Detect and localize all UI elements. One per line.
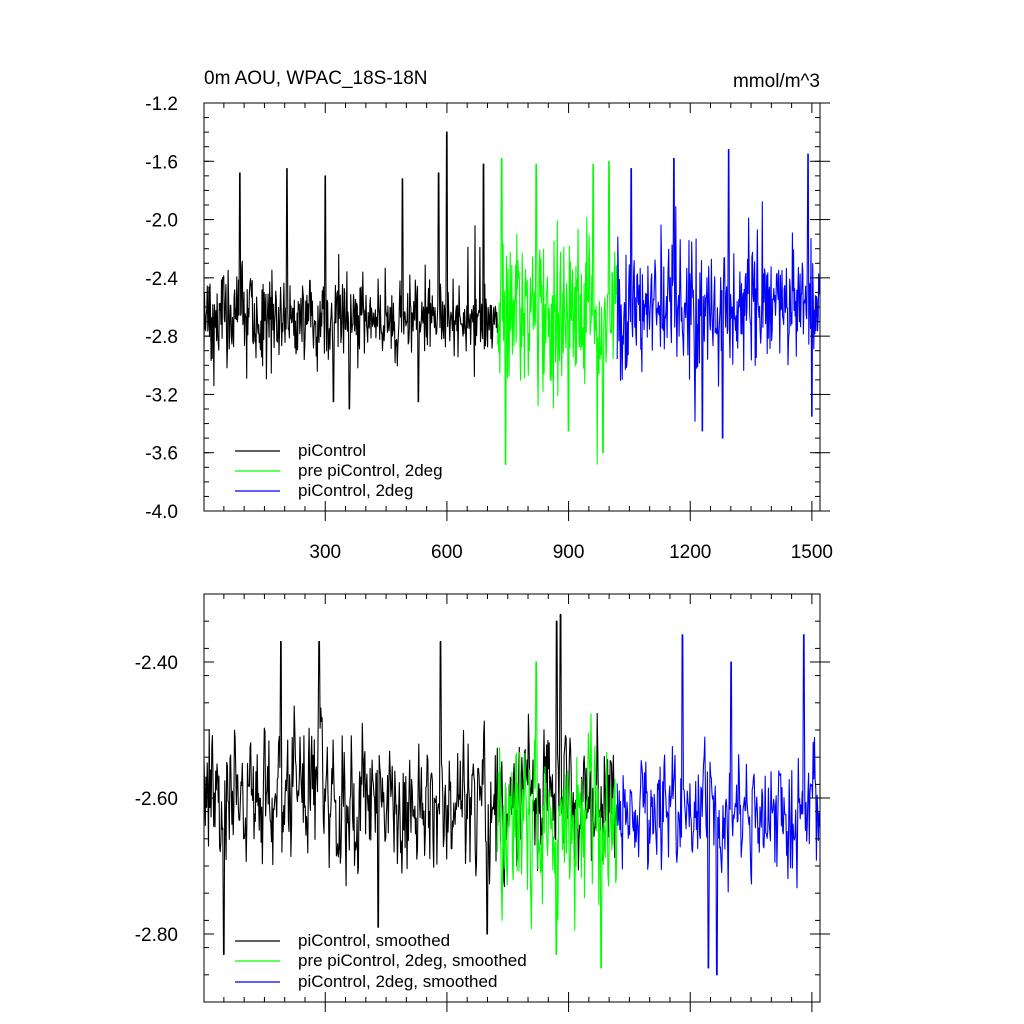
x-tick-label: 1200	[669, 542, 711, 563]
legend-label-picontrol-smoothed: piControl, smoothed	[298, 931, 450, 950]
legend-label-pre-picontrol-2deg: pre piControl, 2deg	[298, 461, 443, 480]
y-tick-label: -2.4	[145, 269, 178, 290]
legend-label-picontrol-2deg: piControl, 2deg	[298, 481, 413, 500]
y-tick-label: -1.2	[145, 94, 178, 115]
x-tick-label: 300	[309, 542, 341, 563]
y-tick-label: -2.0	[145, 211, 178, 232]
y-tick-label: -2.80	[135, 925, 178, 946]
series-line-pre-picontrol-2deg-smoothed	[497, 661, 618, 969]
y-tick-label: -1.6	[145, 152, 178, 173]
top-panel-ticks: 300 600 900 1200 1500 -1.2 -1.6 -2.0 -2.4 -2.8 -3.…	[145, 94, 833, 563]
bottom-panel-series	[203, 613, 821, 976]
series-line-picontrol-smoothed	[203, 613, 618, 955]
series-line-pre-picontrol-2deg	[497, 157, 618, 465]
top-panel-title: 0m AOU, WPAC_18S-18N	[204, 68, 428, 89]
bottom-panel-ticks: -2.40 -2.60 -2.80	[135, 593, 830, 1012]
legend-label-picontrol-2deg-smoothed: piControl, 2deg, smoothed	[298, 972, 497, 991]
legend-label-pre-picontrol-2deg-smoothed: pre piControl, 2deg, smoothed	[298, 951, 527, 970]
legend-label-picontrol: piControl	[298, 441, 366, 460]
y-tick-label: -2.8	[145, 327, 178, 348]
top-panel: 0m AOU, WPAC_18S-18N mmol/m^3 300 600 900 1…	[145, 68, 833, 563]
bottom-panel: -2.40 -2.60 -2.80 piControl, smoothed pre …	[135, 593, 830, 1012]
series-line-picontrol-2deg-smoothed	[616, 634, 821, 976]
top-panel-legend: piControl pre piControl, 2deg piControl,…	[235, 441, 443, 500]
y-tick-label: -4.0	[145, 502, 178, 523]
y-tick-label: -3.2	[145, 385, 178, 406]
x-tick-label: 1500	[791, 542, 833, 563]
series-line-picontrol-2deg	[616, 149, 821, 439]
x-tick-label: 900	[553, 542, 585, 563]
x-tick-label: 600	[431, 542, 463, 563]
top-panel-series	[203, 131, 821, 465]
y-tick-label: -2.60	[135, 789, 178, 810]
y-tick-label: -3.6	[145, 444, 178, 465]
bottom-panel-legend: piControl, smoothed pre piControl, 2deg,…	[235, 931, 527, 991]
top-panel-units: mmol/m^3	[733, 71, 820, 92]
y-tick-label: -2.40	[135, 653, 178, 674]
series-line-picontrol	[203, 131, 498, 410]
